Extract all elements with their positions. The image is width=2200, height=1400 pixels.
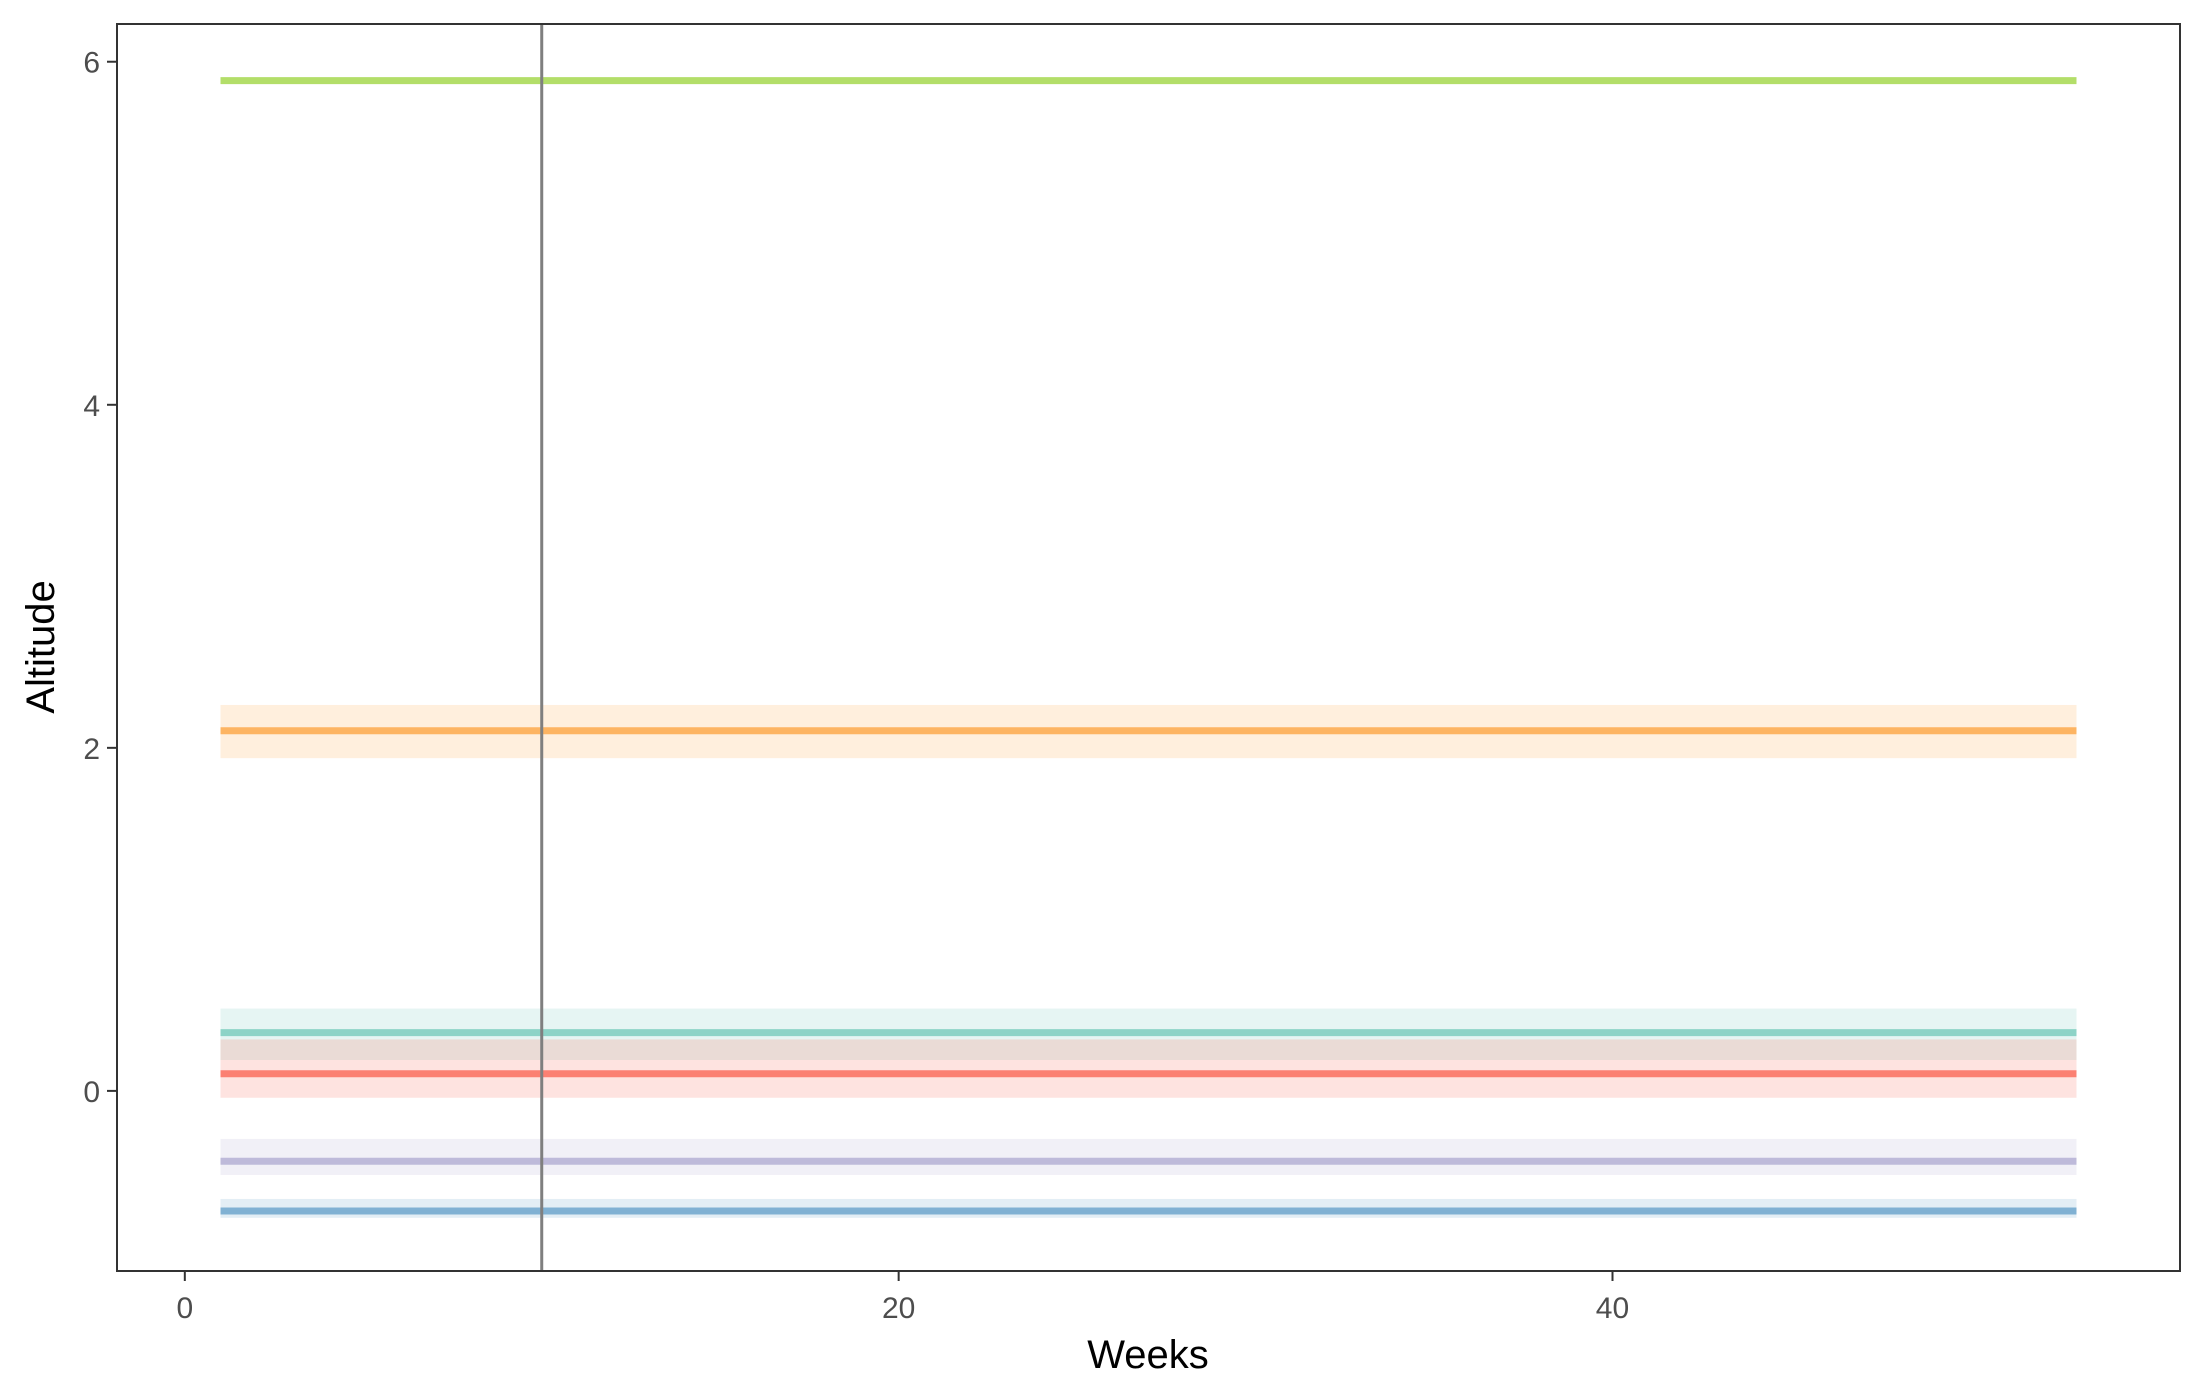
x-axis-title: Weeks: [1087, 1333, 1209, 1377]
y-axis-title: Altitude: [19, 580, 63, 713]
y-tick-label: 6: [83, 47, 100, 80]
y-axis: 0 2 4 6: [83, 47, 117, 1109]
y-tick-label: 4: [83, 390, 100, 423]
y-tick-label: 0: [83, 1076, 100, 1109]
x-axis: 0 20 40: [176, 1271, 1629, 1325]
confidence-band-5: [220, 1138, 2077, 1175]
panel-border: [116, 23, 2181, 1272]
x-tick-label: 20: [882, 1292, 915, 1325]
confidence-band-4: [220, 1039, 2077, 1098]
y-tick-label: 2: [83, 733, 100, 766]
x-tick-label: 0: [176, 1292, 193, 1325]
x-tick-label: 40: [1596, 1292, 1629, 1325]
series-lines: [220, 77, 2077, 1215]
